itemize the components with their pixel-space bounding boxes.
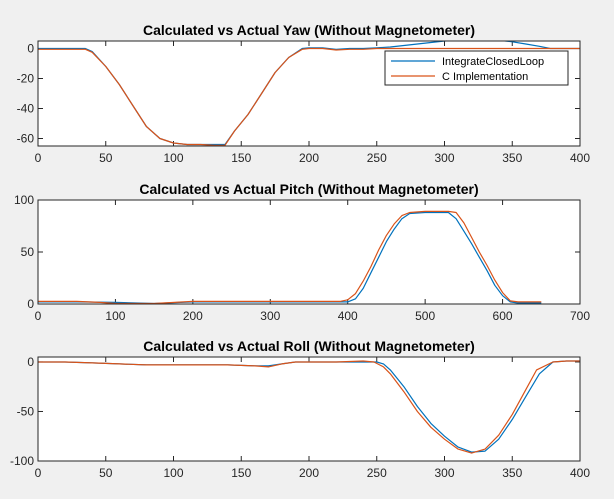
x-tick-label: 300 (434, 466, 454, 480)
axes-frame (37, 40, 581, 147)
y-tick-label: -60 (17, 132, 35, 146)
y-tick-label: -20 (17, 72, 35, 86)
x-tick-label: 600 (493, 309, 513, 323)
chart-title: Calculated vs Actual Yaw (Without Magnet… (143, 22, 475, 38)
chart-title: Calculated vs Actual Roll (Without Magne… (143, 338, 475, 354)
x-tick-label: 200 (299, 151, 319, 165)
x-tick-label: 400 (570, 466, 590, 480)
y-tick-label: 0 (27, 355, 34, 369)
x-tick-label: 150 (231, 466, 251, 480)
chart-title: Calculated vs Actual Pitch (Without Magn… (139, 181, 478, 197)
x-tick-label: 500 (415, 309, 435, 323)
x-tick-label: 0 (35, 309, 42, 323)
x-tick-label: 350 (502, 151, 522, 165)
y-tick-label: 0 (27, 42, 34, 56)
axes-frame (37, 356, 581, 462)
y-tick-label: -50 (17, 404, 35, 418)
x-tick-label: 0 (35, 151, 42, 165)
series-line-2 (38, 360, 580, 454)
x-tick-label: 400 (570, 151, 590, 165)
x-tick-label: 200 (299, 466, 319, 480)
plot-area (38, 200, 580, 304)
x-tick-label: 50 (99, 151, 113, 165)
axes-frame (37, 199, 581, 305)
x-tick-label: 250 (367, 466, 387, 480)
x-tick-label: 350 (502, 466, 522, 480)
x-tick-label: 100 (163, 466, 183, 480)
y-tick-label: 0 (27, 297, 34, 311)
x-tick-label: 200 (183, 309, 203, 323)
axes-2: 0 100 200 300 400 500 600 700 0 50 100 Calculated v… (14, 181, 590, 323)
legend: IntegrateClosedLoop C Implementation (384, 50, 569, 86)
x-tick-label: 300 (260, 309, 280, 323)
x-tick-label: 100 (163, 151, 183, 165)
x-tick-label: 400 (338, 309, 358, 323)
series-line-2 (38, 210, 542, 304)
legend-label: IntegrateClosedLoop (442, 56, 544, 68)
x-tick-label: 50 (99, 466, 113, 480)
x-tick-label: 250 (367, 151, 387, 165)
x-tick-label: 700 (570, 309, 590, 323)
legend-box (384, 50, 569, 86)
y-tick-label: -100 (10, 454, 34, 468)
legend-label: C Implementation (442, 71, 528, 83)
x-tick-label: 150 (231, 151, 251, 165)
y-tick-label: -40 (17, 102, 35, 116)
x-tick-label: 0 (35, 466, 42, 480)
x-tick-label: 100 (105, 309, 125, 323)
series-line-2 (38, 47, 580, 146)
axes-1: 0 50 100 150 200 250 300 350 400 -60 -40 -20 0 Calcul… (17, 22, 591, 165)
plot-area (38, 357, 580, 461)
y-tick-label: 50 (21, 245, 35, 259)
axes-3: 0 50 100 150 200 250 300 350 400 -100 -50 0 Calculat… (10, 338, 590, 480)
y-tick-label: 100 (14, 193, 34, 207)
x-tick-label: 300 (434, 151, 454, 165)
